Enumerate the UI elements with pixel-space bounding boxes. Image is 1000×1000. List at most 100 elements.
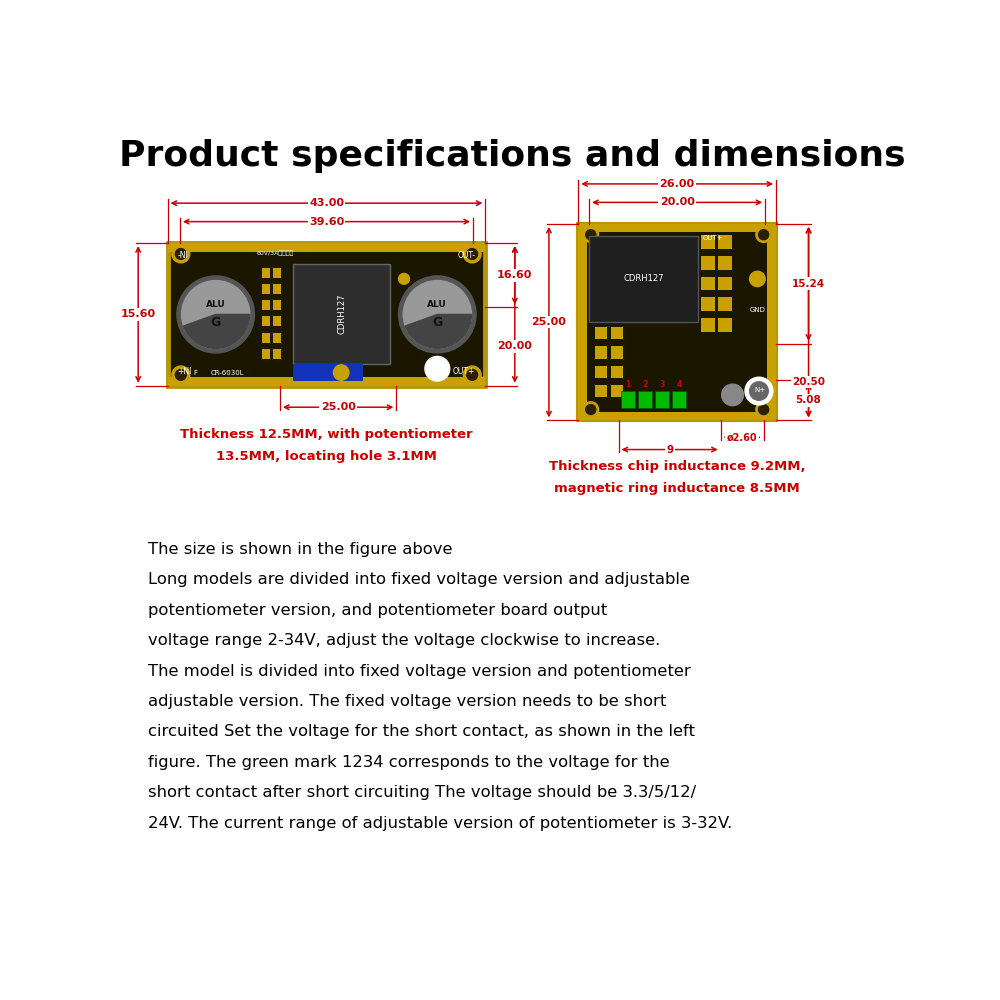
Text: 13.5MM, locating hole 3.1MM: 13.5MM, locating hole 3.1MM: [216, 450, 437, 463]
Circle shape: [756, 227, 771, 242]
Text: 9: 9: [666, 445, 673, 455]
Text: 2: 2: [642, 380, 648, 389]
Circle shape: [586, 230, 596, 240]
Circle shape: [756, 402, 771, 417]
Circle shape: [759, 405, 769, 415]
Text: F: F: [193, 370, 197, 376]
Circle shape: [182, 281, 250, 348]
Circle shape: [467, 369, 478, 380]
Wedge shape: [184, 314, 250, 348]
Bar: [293, 364, 363, 381]
Wedge shape: [405, 314, 471, 348]
Circle shape: [583, 227, 599, 242]
Bar: [262, 268, 270, 278]
Bar: [168, 243, 485, 252]
Bar: [262, 284, 270, 294]
Bar: [701, 297, 715, 311]
Bar: [595, 346, 607, 359]
Bar: [578, 224, 776, 232]
Text: circuited Set the voltage for the short contact, as shown in the left: circuited Set the voltage for the short …: [148, 724, 695, 739]
Text: 25.00: 25.00: [321, 402, 356, 412]
Bar: [595, 366, 607, 378]
Bar: [293, 264, 390, 364]
Circle shape: [403, 281, 471, 348]
Bar: [262, 316, 270, 326]
Text: OUT+: OUT+: [453, 367, 475, 376]
Text: 4: 4: [676, 380, 682, 389]
Circle shape: [759, 230, 769, 240]
Bar: [638, 391, 652, 408]
Bar: [611, 385, 623, 397]
Circle shape: [172, 245, 190, 263]
Circle shape: [583, 402, 599, 417]
Circle shape: [172, 366, 190, 384]
Text: OUT-: OUT-: [457, 251, 475, 260]
Text: 25.00: 25.00: [531, 317, 566, 327]
Text: G: G: [432, 316, 442, 329]
Circle shape: [399, 273, 409, 284]
Text: 26.00: 26.00: [660, 179, 695, 189]
Text: 20.50: 20.50: [792, 377, 825, 387]
Bar: [168, 377, 485, 386]
Bar: [611, 327, 623, 339]
Bar: [578, 412, 776, 420]
Text: +NI: +NI: [178, 367, 192, 376]
Text: The model is divided into fixed voltage version and potentiometer: The model is divided into fixed voltage …: [148, 664, 691, 679]
Bar: [262, 300, 270, 310]
Circle shape: [463, 245, 481, 263]
Bar: [718, 297, 732, 311]
Text: 20.00: 20.00: [497, 341, 532, 351]
Text: GND: GND: [749, 307, 765, 313]
Text: Thickness 12.5MM, with potentiometer: Thickness 12.5MM, with potentiometer: [180, 428, 473, 441]
Circle shape: [399, 276, 476, 353]
Text: OUT+: OUT+: [702, 235, 723, 241]
Bar: [767, 224, 776, 420]
Bar: [672, 391, 686, 408]
Text: G: G: [211, 316, 221, 329]
Bar: [595, 327, 607, 339]
Bar: [578, 224, 776, 420]
Text: CDRH127: CDRH127: [337, 294, 346, 334]
Bar: [273, 268, 281, 278]
Bar: [718, 277, 732, 290]
Text: 3: 3: [659, 380, 665, 389]
Bar: [621, 391, 635, 408]
Text: 1: 1: [625, 380, 631, 389]
Bar: [262, 333, 270, 343]
Circle shape: [175, 249, 186, 259]
Text: 20.00: 20.00: [660, 197, 695, 207]
Text: short contact after short circuiting The voltage should be 3.3/5/12/: short contact after short circuiting The…: [148, 785, 696, 800]
Text: ALU: ALU: [206, 300, 226, 309]
Text: potentiometer version, and potentiometer board output: potentiometer version, and potentiometer…: [148, 603, 608, 618]
Bar: [273, 316, 281, 326]
Text: 60V/3A降压模块: 60V/3A降压模块: [257, 251, 294, 256]
Circle shape: [177, 276, 254, 353]
Text: figure. The green mark 1234 corresponds to the voltage for the: figure. The green mark 1234 corresponds …: [148, 755, 670, 770]
Circle shape: [333, 365, 349, 380]
Circle shape: [463, 366, 481, 384]
Bar: [718, 256, 732, 270]
Text: magnetic ring inductance 8.5MM: magnetic ring inductance 8.5MM: [554, 482, 800, 495]
Text: ø2.60: ø2.60: [727, 432, 757, 442]
Bar: [273, 333, 281, 343]
Bar: [718, 235, 732, 249]
Circle shape: [745, 377, 773, 405]
Text: Product specifications and dimensions: Product specifications and dimensions: [119, 139, 906, 173]
Bar: [718, 318, 732, 332]
Bar: [701, 277, 715, 290]
Text: 24V. The current range of adjustable version of potentiometer is 3-32V.: 24V. The current range of adjustable ver…: [148, 816, 732, 831]
Text: 43.00: 43.00: [309, 198, 344, 208]
Text: 15.24: 15.24: [792, 279, 825, 289]
Bar: [168, 243, 485, 386]
Circle shape: [175, 369, 186, 380]
Circle shape: [425, 356, 450, 381]
Text: 39.60: 39.60: [309, 217, 344, 227]
Text: CDRH127: CDRH127: [623, 274, 664, 283]
Bar: [589, 236, 698, 322]
Text: Long models are divided into fixed voltage version and adjustable: Long models are divided into fixed volta…: [148, 572, 690, 587]
Bar: [273, 300, 281, 310]
Bar: [273, 349, 281, 359]
Bar: [701, 235, 715, 249]
Bar: [611, 346, 623, 359]
Bar: [611, 366, 623, 378]
